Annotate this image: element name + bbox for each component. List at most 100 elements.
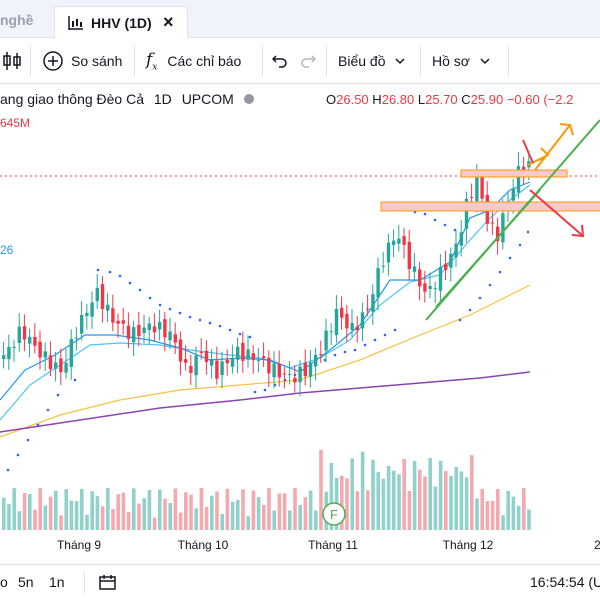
range-button-partial[interactable]: o bbox=[0, 574, 8, 590]
candle-body bbox=[189, 365, 193, 373]
volume-bar bbox=[137, 503, 141, 530]
candle-body bbox=[116, 320, 120, 324]
close-value: 25.90 bbox=[470, 92, 504, 107]
tab-previous[interactable]: nghề bbox=[0, 12, 34, 28]
volume-bar bbox=[418, 469, 422, 530]
volume-bar bbox=[236, 499, 240, 530]
psar-dot bbox=[158, 303, 162, 307]
candle-body bbox=[470, 197, 474, 199]
candle-body bbox=[428, 286, 432, 290]
volume-bar bbox=[210, 495, 214, 530]
volume-bar bbox=[392, 470, 396, 530]
month-label: Tháng 11 bbox=[308, 538, 358, 552]
indicators-button[interactable]: fx Các chỉ báo bbox=[146, 38, 241, 84]
candle-body bbox=[43, 351, 47, 358]
candle-body bbox=[308, 362, 313, 377]
volume-bar bbox=[464, 477, 469, 530]
volume-bar bbox=[225, 488, 230, 530]
volume-bar bbox=[438, 460, 443, 530]
range-button-1d[interactable]: 1n bbox=[49, 574, 65, 590]
price-chart[interactable]: F Tháng 9 Tháng 10 Tháng 11 Tháng 12 2 bbox=[0, 84, 600, 564]
range-button-5d[interactable]: 5n bbox=[18, 574, 34, 590]
candle-body bbox=[220, 361, 224, 376]
ma-slow-line bbox=[0, 284, 531, 438]
volume-bar bbox=[132, 488, 136, 530]
candle-body bbox=[272, 363, 276, 378]
psar-dot bbox=[178, 311, 182, 315]
psar-dot bbox=[208, 321, 212, 325]
volume-bar bbox=[38, 488, 42, 530]
volume-bar bbox=[298, 504, 302, 530]
volume-bar bbox=[329, 462, 334, 530]
candle-body bbox=[168, 331, 172, 341]
clock: 16:54:54 (U bbox=[530, 574, 600, 590]
change-value: −0.60 (−2.2 bbox=[506, 92, 574, 107]
volume-bar bbox=[350, 458, 354, 530]
projection-arrow[interactable] bbox=[529, 189, 584, 237]
volume-bar bbox=[189, 494, 193, 530]
toolbar-divider bbox=[420, 46, 421, 76]
ohlc-values: O26.50 H26.80 L25.70 C25.90 −0.60 (−2.2 bbox=[326, 92, 573, 107]
candle-body bbox=[69, 339, 73, 367]
candle-body bbox=[90, 302, 94, 317]
candle-body bbox=[22, 326, 27, 340]
ma-mid-line bbox=[0, 184, 531, 421]
volume-bar bbox=[407, 490, 412, 530]
volume-bar bbox=[43, 505, 48, 530]
volume-bar bbox=[64, 489, 68, 530]
volume-indicator-value: 645M bbox=[0, 116, 31, 130]
ma-indicator-value: 26 bbox=[0, 243, 14, 257]
compare-label: So sánh bbox=[71, 53, 123, 69]
ma-long-line bbox=[0, 371, 531, 433]
candle-body bbox=[194, 355, 198, 376]
tab-hhv[interactable]: HHV (1D) × bbox=[54, 6, 188, 38]
candle-body bbox=[324, 330, 328, 351]
candle-body bbox=[449, 253, 453, 268]
candle-style-button[interactable] bbox=[2, 38, 22, 84]
volume-bar bbox=[262, 504, 266, 530]
symbol-legend[interactable]: ang giao thông Đèo Cả 1D UPCOM bbox=[0, 91, 262, 107]
psar-dot bbox=[353, 348, 357, 352]
candle-body bbox=[7, 346, 11, 360]
symbol-exchange: UPCOM bbox=[181, 91, 234, 107]
trend-line-lower[interactable] bbox=[435, 189, 541, 308]
candle-body bbox=[496, 226, 500, 242]
volume-bar bbox=[241, 489, 245, 530]
candle-body bbox=[366, 308, 370, 310]
projection-arrow[interactable] bbox=[522, 139, 534, 164]
drawings[interactable] bbox=[380, 119, 600, 321]
candle-body bbox=[480, 177, 484, 199]
candle-body bbox=[158, 322, 162, 330]
toolbar-divider bbox=[326, 46, 327, 76]
psar-dot bbox=[198, 318, 202, 322]
resistance-zone-upper[interactable] bbox=[460, 169, 568, 178]
candle-body bbox=[392, 240, 396, 245]
calendar-icon[interactable] bbox=[99, 574, 117, 591]
volume-bar bbox=[428, 458, 432, 530]
toolbar-divider bbox=[262, 46, 263, 76]
volume-bar bbox=[397, 474, 401, 530]
volume-bar bbox=[12, 488, 16, 530]
volume-bar bbox=[106, 488, 110, 530]
volume-bar bbox=[246, 516, 250, 530]
projection-arrow[interactable] bbox=[534, 124, 571, 171]
candle-body bbox=[334, 308, 339, 336]
event-marker[interactable]: F bbox=[322, 502, 346, 526]
low-label: L bbox=[417, 92, 426, 107]
candle-body bbox=[412, 266, 417, 272]
volume-bar bbox=[199, 488, 204, 530]
toolbar-divider bbox=[508, 46, 509, 76]
undo-button[interactable] bbox=[272, 38, 288, 84]
open-value: 26.50 bbox=[336, 92, 369, 107]
volume-bar bbox=[163, 498, 167, 530]
resistance-zone-lower[interactable] bbox=[380, 201, 600, 212]
profile-dropdown[interactable]: Hồ sơ bbox=[432, 38, 490, 84]
redo-button[interactable] bbox=[300, 38, 316, 84]
candle-body bbox=[418, 269, 422, 287]
volume-bar bbox=[501, 515, 505, 530]
compare-button[interactable]: So sánh bbox=[42, 38, 122, 84]
candle-body bbox=[516, 166, 521, 193]
chart-type-dropdown[interactable]: Biểu đồ bbox=[338, 38, 406, 84]
close-icon[interactable]: × bbox=[163, 12, 174, 32]
volume-bar bbox=[116, 494, 120, 530]
